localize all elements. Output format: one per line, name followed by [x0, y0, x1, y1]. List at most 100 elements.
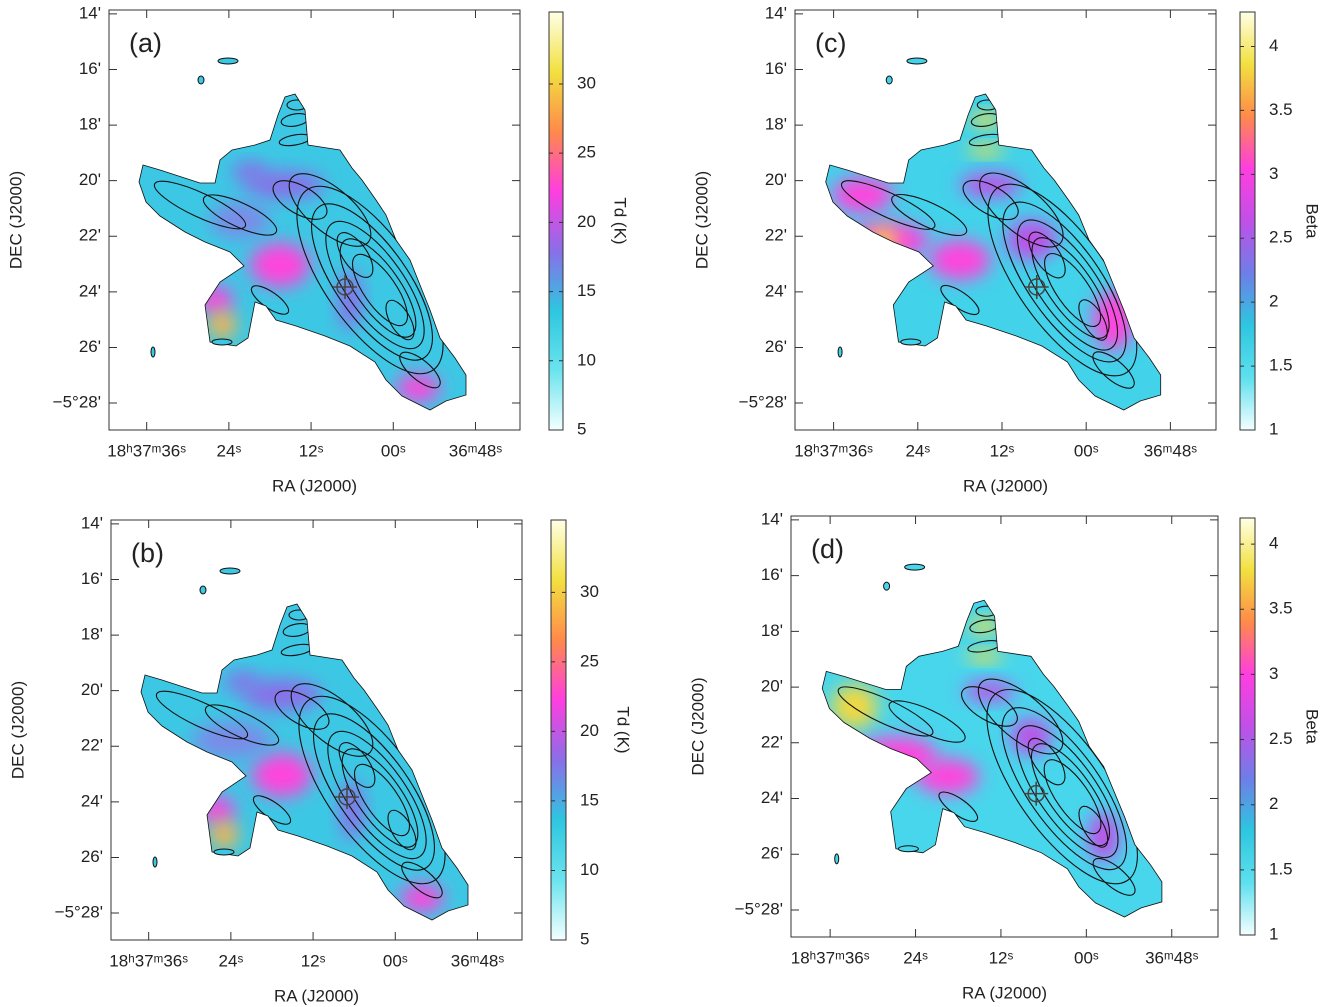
- contour: [339, 238, 417, 338]
- contour: [385, 299, 415, 341]
- y-tick-label: 16': [81, 569, 103, 588]
- y-tick-label: 18': [79, 115, 101, 134]
- contour: [1031, 237, 1110, 339]
- map-panel: [138, 57, 467, 411]
- x-axis-label: RA (J2000): [272, 476, 357, 495]
- contour: [825, 93, 1162, 411]
- x-tick-label: 00ˢ: [381, 441, 406, 460]
- x-tick-label: 12ˢ: [990, 441, 1015, 460]
- y-tick-label: 18': [765, 115, 787, 134]
- contour: [1078, 805, 1109, 848]
- map-patch: [1093, 290, 1135, 350]
- map-detail: [153, 99, 444, 402]
- source-marker: [1024, 781, 1049, 806]
- x-tick-label: 24ˢ: [217, 441, 242, 460]
- map-patch: [242, 679, 322, 711]
- map-patch: [967, 144, 1004, 156]
- y-tick-label: −5°28': [735, 899, 783, 918]
- x-tick-label: 18ʰ37ᵐ36ˢ: [109, 951, 188, 970]
- panel-label: (a): [129, 28, 162, 58]
- x-tick-label: 18ʰ37ᵐ36ˢ: [791, 948, 870, 967]
- map-patch: [208, 311, 236, 339]
- axes-frame: [794, 9, 1217, 431]
- contour: [327, 730, 427, 860]
- contour: [977, 678, 1064, 755]
- map-patch: [252, 753, 312, 797]
- contour: [274, 690, 330, 730]
- y-tick-label: 16': [765, 59, 787, 78]
- y-tick-label: 22': [81, 736, 103, 755]
- y-tick-label: 26': [765, 337, 787, 356]
- x-tick-label: 00ˢ: [1074, 948, 1099, 967]
- colorbar-tick-label: 2.5: [1269, 729, 1293, 748]
- source-marker: [335, 785, 359, 809]
- map-patch: [210, 202, 270, 238]
- y-tick-label: 16': [79, 59, 101, 78]
- x-tick-label: 36ᵐ48ˢ: [449, 441, 503, 460]
- map-detail: [155, 609, 446, 912]
- map-blob: [150, 346, 156, 358]
- colorbar-tick-label: 25: [577, 143, 596, 162]
- contour: [1030, 743, 1111, 847]
- y-tick-label: 26': [79, 337, 101, 356]
- contour: [979, 172, 1064, 248]
- contour: [290, 683, 374, 757]
- contour: [891, 194, 968, 236]
- x-axis-label: RA (J2000): [274, 986, 359, 1005]
- map-panel: [140, 567, 469, 921]
- y-tick-label: −5°28': [739, 393, 787, 412]
- y-tick-label: 16': [761, 565, 783, 584]
- contour: [1043, 759, 1102, 835]
- y-tick-label: 22': [79, 226, 101, 245]
- map-blob: [834, 853, 840, 865]
- map-blob: [885, 75, 893, 85]
- colorbar-tick-label: 2.5: [1269, 228, 1293, 247]
- contour: [336, 232, 374, 278]
- colorbar-tick-label: 5: [580, 929, 589, 948]
- colorbar: [548, 11, 564, 431]
- colorbar-label: Td (K): [611, 197, 630, 244]
- y-tick-label: 14': [765, 3, 787, 22]
- contour: [354, 763, 410, 837]
- y-tick-label: 14': [761, 509, 783, 528]
- map-blob: [897, 845, 919, 853]
- map-patch: [192, 722, 272, 758]
- contour: [962, 179, 1019, 221]
- y-tick-label: −5°28': [55, 903, 103, 922]
- map-blob: [217, 57, 239, 65]
- contour: [1092, 351, 1135, 389]
- colorbar: [1239, 11, 1256, 431]
- map-panel: [825, 57, 1162, 411]
- cloud-map: [825, 94, 1161, 410]
- x-tick-label: 36ᵐ48ˢ: [1144, 441, 1198, 460]
- contour: [888, 700, 966, 743]
- colorbar-tick-label: 10: [580, 860, 599, 879]
- x-axis-label: RA (J2000): [963, 476, 1048, 495]
- map-patch: [831, 177, 894, 213]
- contour: [338, 742, 376, 788]
- map-patch: [1088, 811, 1120, 862]
- contour: [204, 704, 280, 746]
- colorbar-tick-label: 20: [580, 721, 599, 740]
- y-tick-label: 26': [81, 847, 103, 866]
- contour: [1092, 857, 1136, 896]
- map-blob: [219, 567, 241, 575]
- colorbar-tick-label: 2: [1269, 292, 1278, 311]
- panel-label: (c): [815, 28, 846, 58]
- map-blob: [904, 563, 926, 571]
- colorbar-tick-label: 30: [580, 582, 599, 601]
- colorbar-tick-label: 3: [1269, 664, 1278, 683]
- x-tick-label: 12ˢ: [301, 951, 326, 970]
- map-patch: [224, 672, 260, 692]
- colorbar-tick-label: 30: [577, 73, 596, 92]
- contour: [840, 180, 936, 230]
- y-tick-label: 20': [765, 170, 787, 189]
- colorbar-label: Beta: [1303, 709, 1322, 745]
- colorbar-tick-label: 3.5: [1269, 100, 1293, 119]
- map-patch: [929, 240, 991, 280]
- y-tick-label: 20': [79, 170, 101, 189]
- contour: [288, 173, 372, 247]
- contour: [272, 180, 328, 220]
